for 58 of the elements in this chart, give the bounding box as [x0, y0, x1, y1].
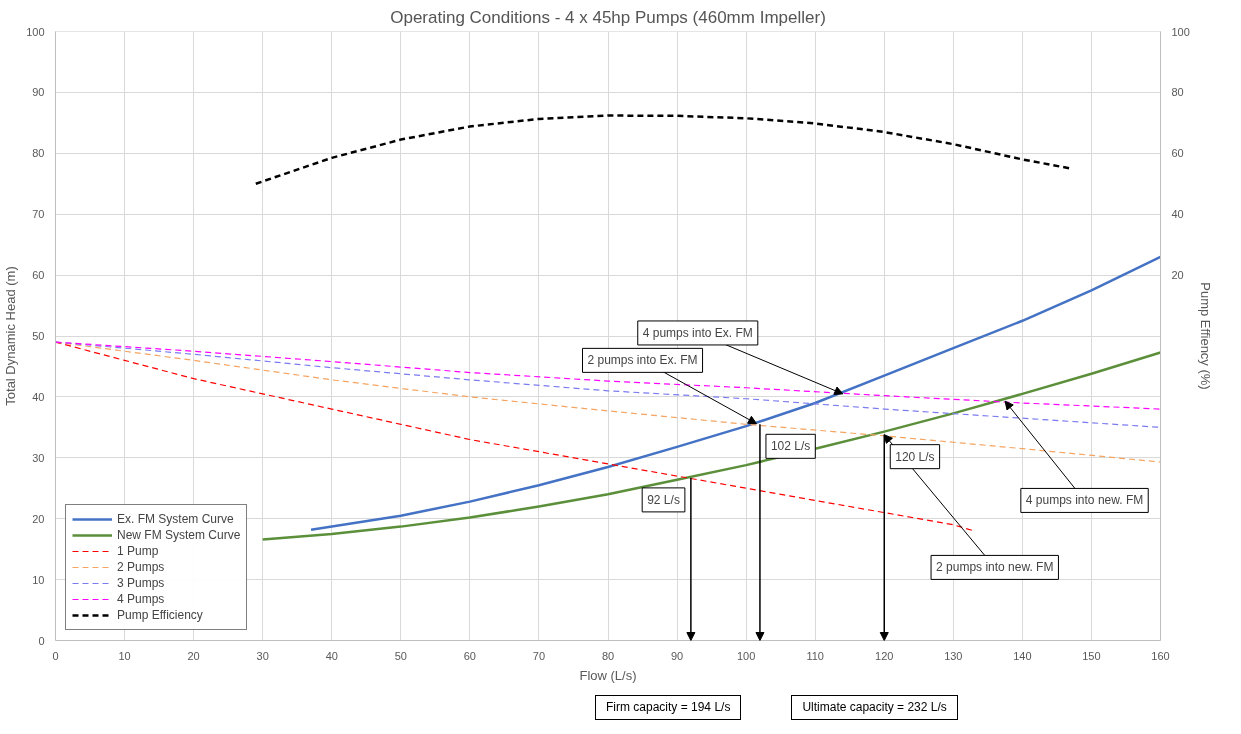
- y-tick-label: 100: [26, 25, 45, 38]
- legend-label: New FM System Curve: [117, 527, 241, 543]
- legend-label: 2 Pumps: [117, 559, 165, 575]
- x-tick-label: 50: [394, 649, 407, 662]
- x-tick-label: 100: [736, 649, 756, 662]
- x-tick-label: 160: [1151, 649, 1170, 662]
- y-tick-label: 0: [38, 634, 45, 647]
- x-tick-label: 40: [325, 649, 338, 662]
- x-tick-label: 130: [944, 649, 963, 662]
- x-tick-label: 0: [52, 649, 59, 662]
- x-tick-label: 70: [532, 649, 546, 662]
- line-series: [254, 114, 1072, 185]
- x-tick-label: 140: [1013, 649, 1032, 662]
- x-tick-label: 110: [806, 649, 824, 662]
- legend-label: 3 Pumps: [117, 575, 165, 591]
- annotation: 2 pumps into Ex. FM: [587, 353, 698, 368]
- x-tick-label: 120: [875, 649, 894, 662]
- x-axis-title: Flow (L/s): [579, 667, 637, 683]
- y2-tick-label: 80: [1171, 86, 1184, 99]
- y-tick-label: 50: [32, 330, 45, 342]
- line-series: [55, 341, 975, 532]
- y2-tick-label: 40: [1171, 208, 1184, 221]
- y-tick-label: 70: [32, 208, 45, 221]
- annotation: 92 L/s: [647, 492, 680, 507]
- x-tick-label: 90: [670, 649, 684, 662]
- y-tick-label: 90: [32, 86, 45, 99]
- y-tick-label: 40: [32, 390, 45, 403]
- x-tick-label: 80: [601, 649, 615, 662]
- x-tick-label: 10: [118, 649, 131, 662]
- line-series: [261, 351, 1161, 541]
- y-tick-label: 10: [32, 573, 45, 586]
- y2-tick-label: 100: [1171, 25, 1190, 38]
- x-tick-label: 60: [463, 649, 477, 662]
- x-tick-label: 30: [256, 649, 269, 662]
- annotation: 120 L/s: [895, 449, 935, 464]
- y-tick-label: 80: [32, 147, 45, 160]
- text: Ultimate capacity = 232 L/s: [802, 699, 947, 716]
- y-axis-title: Total Dynamic Head (m): [3, 266, 19, 406]
- legend-label: Pump Efficiency: [117, 607, 203, 623]
- y2-tick-label: 20: [1171, 269, 1184, 282]
- y-tick-label: 30: [32, 451, 45, 464]
- legend-label: Ex. FM System Curve: [117, 511, 234, 527]
- legend-label: 1 Pump: [117, 543, 159, 559]
- annotation: 4 pumps into Ex. FM: [642, 325, 753, 340]
- y2-axis-title: Pump Effiency (%): [1197, 282, 1213, 390]
- y-tick-label: 60: [32, 269, 45, 282]
- line-series: [309, 255, 1161, 531]
- annotation: 102 L/s: [770, 439, 811, 454]
- line-series: [55, 341, 1161, 410]
- annotation: 2 pumps into new. FM: [936, 560, 1054, 575]
- x-tick-label: 150: [1082, 649, 1101, 662]
- text: Firm capacity = 194 L/s: [606, 699, 731, 716]
- y2-tick-label: 60: [1171, 147, 1184, 160]
- y-tick-label: 20: [32, 512, 45, 525]
- annotation: 4 pumps into new. FM: [1025, 493, 1144, 508]
- x-tick-label: 20: [187, 649, 200, 662]
- legend-label: 4 Pumps: [117, 591, 165, 607]
- chart-title: Operating Conditions - 4 x 45hp Pumps (460mm Impeller): [390, 7, 826, 27]
